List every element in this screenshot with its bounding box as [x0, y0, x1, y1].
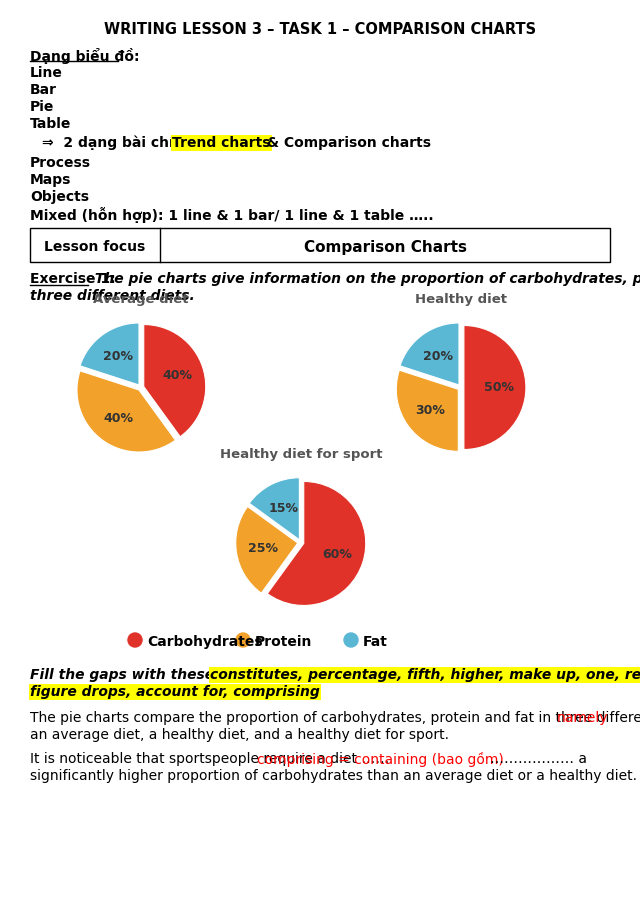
Circle shape [128, 633, 142, 647]
Text: significantly higher proportion of carbohydrates than an average diet or a healt: significantly higher proportion of carbo… [30, 769, 640, 783]
Text: Objects: Objects [30, 190, 89, 204]
Wedge shape [464, 325, 526, 449]
Text: comprising = containing (bao gồm): comprising = containing (bao gồm) [257, 752, 504, 767]
Text: 25%: 25% [248, 542, 278, 555]
Text: 40%: 40% [103, 412, 133, 425]
Text: figure drops, account for, comprising: figure drops, account for, comprising [30, 685, 320, 699]
Text: Bar: Bar [30, 83, 57, 97]
Text: constitutes, percentage, fifth, higher, make up, one, relative amount,: constitutes, percentage, fifth, higher, … [210, 668, 640, 682]
Circle shape [344, 633, 358, 647]
Text: 20%: 20% [423, 350, 453, 363]
Text: Exercise 1:: Exercise 1: [30, 272, 116, 286]
Text: It is noticeable that sportspeople require a diet ……: It is noticeable that sportspeople requi… [30, 752, 389, 766]
Title: Healthy diet: Healthy diet [415, 293, 507, 306]
Text: 40%: 40% [163, 369, 193, 382]
Circle shape [236, 633, 250, 647]
Text: 20%: 20% [103, 350, 133, 363]
Text: The pie charts give information on the proportion of carbohydrates, protein and : The pie charts give information on the p… [90, 272, 640, 286]
Text: Carbohydrates: Carbohydrates [147, 635, 262, 649]
Text: Dạng biểu đồ:: Dạng biểu đồ: [30, 48, 140, 64]
Wedge shape [249, 477, 300, 540]
Text: Maps: Maps [30, 173, 72, 187]
Text: Protein: Protein [255, 635, 312, 649]
Wedge shape [144, 324, 205, 437]
Text: Trend charts: Trend charts [172, 136, 271, 150]
Wedge shape [236, 506, 298, 593]
Wedge shape [396, 371, 458, 451]
Title: Average diet: Average diet [93, 293, 189, 306]
Text: Mixed (hỗn hợp): 1 line & 1 bar/ 1 line & 1 table …..: Mixed (hỗn hợp): 1 line & 1 bar/ 1 line … [30, 207, 434, 223]
Bar [30, 228, 610, 262]
Text: three different diets.: three different diets. [30, 289, 195, 303]
Text: 50%: 50% [484, 381, 515, 394]
Text: Fat: Fat [363, 635, 388, 649]
Text: Pie: Pie [30, 100, 54, 114]
Text: ⇒  2 dạng bài chính:: ⇒ 2 dạng bài chính: [42, 136, 204, 150]
Text: The pie charts compare the proportion of carbohydrates, protein and fat in three: The pie charts compare the proportion of… [30, 711, 640, 725]
Title: Healthy diet for sport: Healthy diet for sport [220, 448, 382, 461]
Wedge shape [80, 323, 139, 385]
Text: namely: namely [557, 711, 609, 725]
Text: WRITING LESSON 3 – TASK 1 – COMPARISON CHARTS: WRITING LESSON 3 – TASK 1 – COMPARISON C… [104, 22, 536, 37]
Text: 60%: 60% [323, 548, 352, 561]
Wedge shape [77, 371, 175, 452]
Text: Process: Process [30, 156, 91, 170]
Text: & Comparison charts: & Comparison charts [262, 136, 431, 150]
Text: Lesson focus: Lesson focus [44, 240, 146, 254]
Wedge shape [400, 323, 459, 385]
Text: Comparison Charts: Comparison Charts [303, 240, 467, 255]
Text: 30%: 30% [415, 403, 445, 417]
Text: Line: Line [30, 66, 63, 80]
Text: ……………… a: ……………… a [490, 752, 587, 766]
Text: Fill the gaps with these words:: Fill the gaps with these words: [30, 668, 272, 682]
Wedge shape [268, 481, 365, 605]
Text: an average diet, a healthy diet, and a healthy diet for sport.: an average diet, a healthy diet, and a h… [30, 728, 449, 742]
Text: Table: Table [30, 117, 72, 131]
Text: 15%: 15% [268, 502, 298, 515]
